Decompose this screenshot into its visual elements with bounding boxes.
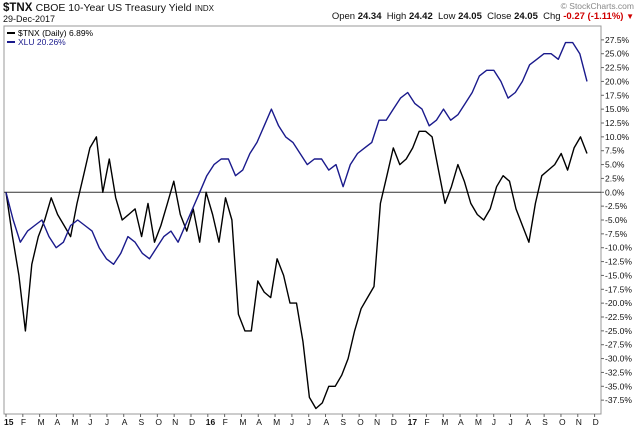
y-tick-label: -12.5% [605,257,632,267]
y-tick-label: -5.0% [605,215,628,225]
x-tick-label: A [256,417,262,427]
x-tick-label: J [307,417,311,427]
down-arrow-icon: ▼ [626,12,634,21]
y-tick-label: 17.5% [605,90,630,100]
y-tick-label: -7.5% [605,229,628,239]
symbol-description: CBOE 10-Year US Treasury Yield [35,2,192,14]
y-tick-label: -10.0% [605,243,632,253]
x-tick-label: F [21,417,26,427]
y-tick-label: 25.0% [605,49,630,59]
legend-label: XLU 20.26% [18,37,66,47]
y-tick-label: 7.5% [605,146,625,156]
x-tick-label: A [525,417,531,427]
legend: $TNX (Daily) 6.89%XLU 20.26% [7,28,94,47]
y-tick-label: -25.0% [605,326,632,336]
x-tick-label: 15 [4,417,14,427]
series-line-tnx [5,130,588,410]
x-tick-label: A [122,417,128,427]
x-tick-label: A [324,417,330,427]
low-label: Low [438,11,456,22]
x-tick-label: S [542,417,548,427]
x-tick-label: M [71,417,78,427]
x-tick-label: A [54,417,60,427]
y-tick-label: -37.5% [605,395,632,405]
open-value: 24.34 [357,11,382,22]
x-tick-label: O [155,417,162,427]
y-tick-label: -22.5% [605,312,632,322]
x-tick-label: J [88,417,92,427]
y-tick-label: 20.0% [605,76,630,86]
x-tick-label: 17 [408,417,418,427]
plot-frame [3,25,602,415]
open-label: Open [331,11,356,22]
x-tick-label: S [139,417,145,427]
y-tick-label: -20.0% [605,298,632,308]
ohlc-readout: Open 24.34 High 24.42 Low 24.05 Close 24… [332,11,634,22]
x-tick-label: S [340,417,346,427]
x-tick-label: O [559,417,566,427]
x-tick-label: F [223,417,228,427]
y-axis: -37.5% -35.0% -32.5% -30.0% -27.5% -25.0% -22.… [601,35,632,405]
x-tick-label: J [509,417,513,427]
y-tick-label: -17.5% [605,284,632,294]
y-tick-label: 27.5% [605,35,630,45]
y-tick-label: -2.5% [605,201,628,211]
chg-label: Chg [543,11,561,22]
x-tick-label: D [593,417,599,427]
exchange-label: INDX [194,4,214,13]
y-tick-label: -35.0% [605,381,632,391]
y-tick-label: 10.0% [605,132,630,142]
x-tick-label: F [424,417,429,427]
y-tick-label: -15.0% [605,270,632,280]
x-tick-label: M [273,417,280,427]
x-tick-label: J [105,417,109,427]
symbol-label: $TNX [3,2,33,14]
high-value: 24.42 [408,11,433,22]
series-line-xlu [5,41,588,265]
y-tick-label: -30.0% [605,354,632,364]
y-tick-label: 12.5% [605,118,630,128]
low-value: 24.05 [458,11,482,22]
y-tick-label: 2.5% [605,173,625,183]
x-tick-label: D [189,417,195,427]
x-tick-label: A [458,417,464,427]
x-tick-label: 16 [206,417,216,427]
x-tick-label: N [172,417,178,427]
close-label: Close [487,11,512,22]
chg-value: -0.27 (-1.11%) [563,11,624,22]
high-label: High [386,11,407,22]
chart-date: 29-Dec-2017 [3,14,56,24]
y-tick-label: 0.0% [605,187,625,197]
x-axis: 15 F M A M J J A S O N D 16 F M A M J J A S O N D 17 F M A M J J A S O N D [4,414,599,427]
series-layer [5,41,588,410]
y-tick-label: 15.0% [605,104,630,114]
x-tick-label: J [492,417,496,427]
y-tick-label: 5.0% [605,160,625,170]
x-tick-label: M [239,417,246,427]
x-tick-label: N [374,417,380,427]
x-tick-label: D [391,417,397,427]
x-tick-label: M [475,417,482,427]
close-value: 24.05 [514,11,538,22]
stockcharts-credit: © StockCharts.com [560,1,634,11]
y-tick-label: 22.5% [605,63,630,73]
y-tick-label: -27.5% [605,340,632,350]
x-tick-label: M [38,417,45,427]
x-tick-label: M [441,417,448,427]
x-tick-label: N [576,417,582,427]
x-tick-label: O [357,417,364,427]
x-tick-label: J [290,417,294,427]
legend-label: $TNX (Daily) 6.89% [18,28,94,38]
y-tick-label: -32.5% [605,367,632,377]
chart-title: $TNX CBOE 10-Year US Treasury Yield INDX [3,2,214,14]
